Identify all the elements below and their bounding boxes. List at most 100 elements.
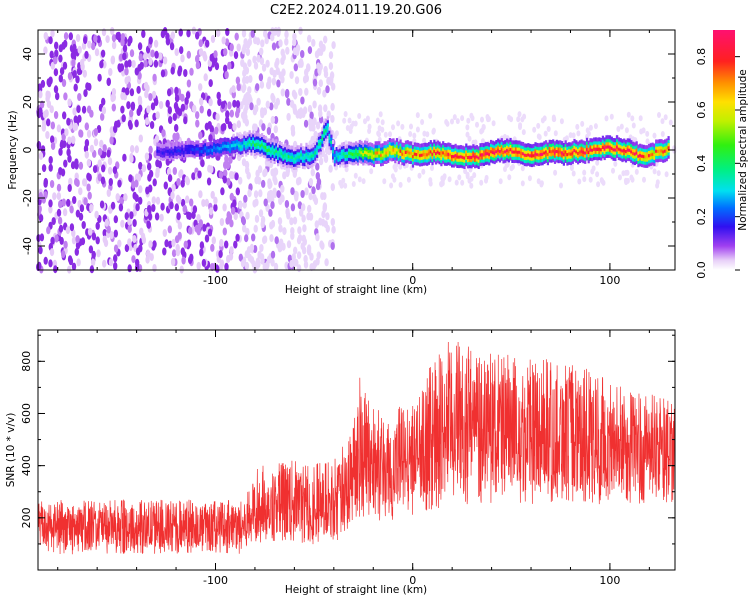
spectrogram-noise-cell	[284, 30, 289, 39]
spectrogram-noise-cell	[136, 108, 141, 116]
spectrogram-ridge-cell	[427, 154, 431, 159]
spectrogram-ridge-cell	[209, 146, 212, 151]
spectrogram-noise-cell	[203, 53, 208, 62]
spectrogram-noise-cell	[199, 97, 204, 106]
spectrogram-noise-cell	[276, 26, 281, 35]
spectrogram-noise-cell	[152, 178, 157, 187]
spectrogram-ridge-cell	[479, 158, 482, 163]
spectrogram-noise-cell	[117, 239, 122, 248]
spectrogram-ridge-cell	[186, 144, 189, 148]
spectrogram-noise-cell	[236, 120, 241, 129]
spectrogram-ridge-cell	[665, 141, 668, 146]
spectrogram-ridge-cell	[268, 144, 271, 149]
spectrogram-ridge-cell	[497, 144, 500, 149]
spectrogram-ridge-cell	[438, 147, 441, 152]
spectrogram-ridge-cell	[452, 154, 455, 159]
spectrogram-ridge-cell	[275, 154, 278, 159]
spectrogram-ridge-cell	[227, 137, 230, 142]
spectrogram-noise-cell	[124, 67, 129, 76]
spectrogram-noise-cell	[389, 182, 394, 189]
spectrogram-noise-cell	[56, 192, 61, 201]
spectrogram-noise-cell	[235, 100, 241, 109]
spectrogram-ridge-cell	[525, 156, 528, 161]
spectrogram-ridge-cell	[291, 145, 294, 150]
spectrogram-ridge-cell	[207, 145, 210, 150]
spectrogram-noise-cell	[111, 88, 117, 96]
spectrogram-ridge-cell	[619, 156, 622, 161]
spectrogram-noise-cell	[318, 157, 324, 166]
spectrogram-ridge-cell	[580, 139, 583, 144]
spectrogram-ridge-cell	[500, 153, 503, 158]
spectrogram-noise-cell	[147, 162, 152, 171]
spectrogram-ridge-cell	[172, 147, 175, 152]
spectrogram-ridge-cell	[319, 135, 322, 139]
spectrogram-ridge-cell	[374, 141, 377, 146]
spectrogram-ridge-cell	[273, 156, 276, 161]
spectrogram-ridge-cell	[417, 146, 420, 150]
spectrogram-ridge-cell	[309, 145, 312, 150]
spectrogram-ridge-cell	[351, 142, 354, 147]
spectrogram-ridge-cell	[608, 150, 612, 155]
spectrogram-ridge-cell	[365, 150, 368, 155]
spectrogram-noise-cell	[53, 111, 59, 119]
spectrogram-ridge-cell	[459, 160, 462, 165]
spectrogram-ridge-cell	[342, 151, 345, 156]
spectrogram-ridge-cell	[303, 152, 306, 157]
spectrogram-ridge-cell	[651, 161, 654, 166]
spectrogram-ridge-cell	[447, 145, 450, 150]
spectrogram-noise-cell	[83, 144, 89, 153]
spectrogram-ridge-cell	[486, 160, 489, 165]
spectrogram-ridge-cell	[353, 161, 356, 166]
spectrogram-ridge-cell	[294, 150, 297, 155]
spectrogram-ridge-cell	[419, 143, 422, 148]
spectrogram-ridge-cell	[532, 143, 535, 148]
spectrogram-noise-cell	[396, 120, 401, 127]
spectrogram-ridge-cell	[285, 151, 289, 156]
spectrogram-noise-cell	[641, 127, 646, 134]
spectrogram-ridge-cell	[532, 159, 535, 164]
spectrogram-ridge-cell	[415, 145, 418, 150]
spectrogram-ridge-cell	[624, 155, 628, 160]
spectrogram-ridge-cell	[328, 129, 331, 134]
spectrogram-ridge-cell	[635, 144, 638, 149]
spectrogram-ridge-cell	[466, 145, 470, 150]
spectrogram-ridge-cell	[493, 144, 496, 149]
spectrogram-ridge-cell	[227, 141, 230, 145]
spectrogram-ridge-cell	[177, 154, 180, 159]
spectrogram-noise-cell	[130, 103, 135, 112]
spectrogram-ridge-cell	[275, 139, 278, 144]
spectrogram-noise-cell	[77, 93, 82, 101]
spectrogram-ridge-cell	[324, 128, 328, 133]
spectrogram-ridge-cell	[408, 153, 411, 158]
spectrogram-ridge-cell	[339, 163, 342, 168]
spectrogram-ridge-cell	[170, 155, 173, 160]
spectrogram-ridge-cell	[557, 156, 560, 161]
spectrogram-ridge-cell	[346, 153, 349, 158]
spectrogram-noise-cell	[265, 100, 270, 109]
spectrogram-noise-cell	[176, 212, 181, 221]
spectrogram-ridge-cell	[332, 149, 335, 154]
spectrogram-ridge-cell	[188, 143, 191, 148]
spectrogram-ridge-cell	[463, 155, 466, 160]
spectrogram-ridge-cell	[630, 149, 633, 154]
spectrogram-noise-cell	[660, 118, 665, 125]
spectrogram-ridge-cell	[291, 154, 294, 159]
spectrogram-noise-cell	[301, 203, 306, 212]
spectrogram-ridge-cell	[234, 139, 237, 144]
spectrogram-ridge-cell	[296, 154, 299, 159]
snr-x-tick-label: 0	[409, 574, 416, 587]
spectrogram-ridge-cell	[179, 145, 182, 150]
spectrogram-noise-cell	[180, 247, 185, 256]
spectrogram-ridge-cell	[340, 155, 344, 160]
spectrogram-ridge-cell	[234, 149, 237, 153]
spectrogram-ridge-cell	[498, 139, 502, 144]
spectrogram-ridge-cell	[232, 149, 235, 154]
spectrogram-noise-cell	[117, 64, 123, 73]
spectrogram-noise-cell	[630, 176, 635, 183]
spectrogram-noise-cell	[87, 40, 92, 49]
spectrogram-ridge-cell	[365, 147, 368, 152]
spectrogram-ridge-cell	[433, 145, 436, 150]
spectrogram-noise-cell	[59, 141, 65, 150]
spectrogram-noise-cell	[72, 107, 77, 116]
